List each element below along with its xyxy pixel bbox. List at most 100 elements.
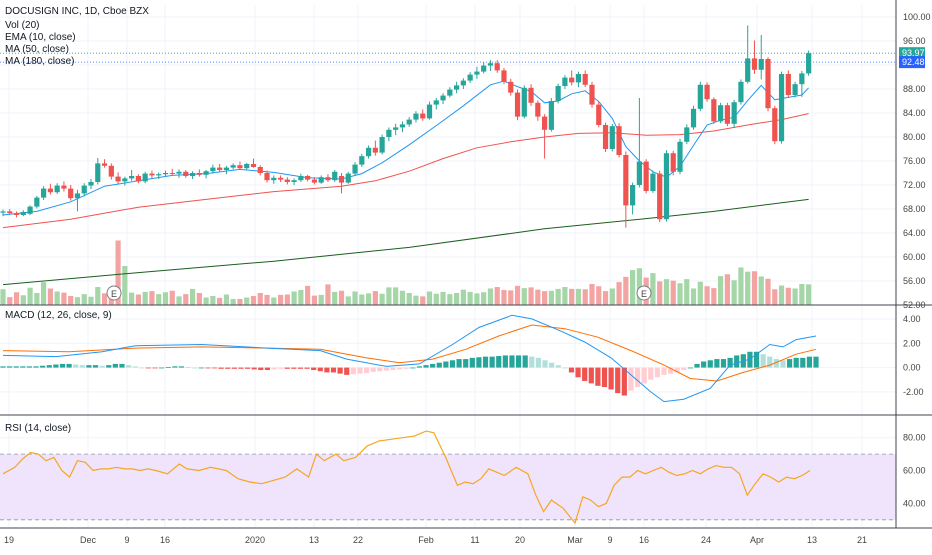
earnings-marker[interactable]: E (106, 285, 122, 301)
volume-bar (569, 288, 575, 305)
macd-histogram-bar (463, 359, 469, 368)
y-tick-label: 88.00 (903, 84, 926, 94)
volume-bar (778, 285, 785, 305)
candle-body (677, 141, 683, 172)
x-tick-label: 22 (353, 535, 363, 545)
candle (758, 35, 764, 80)
volume-bar (528, 287, 534, 305)
volume-bar (792, 288, 798, 305)
volume-bar (277, 294, 284, 305)
volume-bar (745, 271, 751, 305)
candle (135, 174, 141, 184)
candle (562, 75, 568, 89)
candle-body (365, 147, 372, 157)
candle (359, 153, 365, 167)
volume-bar (352, 291, 358, 305)
candle-body (47, 188, 53, 193)
candle (13, 211, 20, 218)
volume-bar (176, 296, 182, 305)
macd-histogram-bar (701, 361, 707, 368)
candle (806, 50, 812, 76)
y-tick-label: 2.00 (903, 338, 921, 348)
candle-body (481, 65, 487, 72)
ema10-line (2, 80, 809, 216)
volume-bar (663, 279, 670, 305)
macd-histogram-bar (218, 367, 224, 369)
volume-bar (548, 290, 554, 305)
candles[interactable] (0, 25, 812, 228)
candle-body (372, 147, 378, 153)
macd-histogram-bar (13, 366, 19, 368)
macd-histogram-bar (271, 367, 277, 370)
candle (453, 81, 460, 94)
macd-histogram-bar (654, 367, 660, 378)
volume-bar (453, 293, 460, 305)
candle-body (250, 164, 257, 167)
candle (183, 170, 189, 178)
macd-histogram-bar (786, 359, 793, 368)
candle-body (406, 119, 412, 125)
candle-body (54, 185, 60, 193)
earnings-marker[interactable]: E (636, 285, 652, 301)
candle (217, 164, 223, 172)
volume-bar (7, 297, 13, 305)
x-tick-label: 13 (309, 535, 319, 545)
candle (223, 165, 230, 175)
rsi-panel (2, 430, 811, 525)
candle (481, 62, 487, 74)
macd-histogram-bar (278, 367, 284, 369)
candle (569, 70, 575, 86)
candle-body (223, 167, 230, 170)
volume-bar (149, 291, 155, 305)
candle-body (521, 87, 527, 117)
candle-body (806, 53, 812, 74)
candle (264, 170, 270, 183)
svg-text:E: E (641, 289, 647, 299)
candle (108, 163, 114, 180)
candle (41, 186, 47, 200)
volume-bar (542, 291, 548, 305)
macd-histogram-bar (139, 367, 145, 369)
volume-bar (47, 288, 53, 305)
volume-bar (467, 291, 473, 305)
y-tick-label: 80.00 (903, 132, 926, 142)
candle (623, 151, 629, 228)
volume-bar (244, 297, 250, 305)
macd-histogram-bar (760, 354, 766, 368)
candle-body (636, 161, 642, 185)
candle-body (196, 173, 202, 175)
chart-title: DOCUSIGN INC, 1D, Cboe BZX (5, 6, 149, 17)
volume-bar (474, 293, 480, 305)
macd-histogram-bar (668, 367, 674, 374)
candle (745, 25, 751, 84)
volume-bar (494, 287, 500, 305)
macd-histogram-bar (621, 367, 627, 396)
candle-body (108, 165, 114, 177)
volume-bar (420, 296, 426, 305)
candle-body (101, 163, 108, 166)
candle (230, 163, 236, 170)
volume-bar (758, 276, 764, 305)
macd-histogram-bar (502, 355, 508, 368)
macd-histogram-bar (357, 367, 363, 374)
rsi-band-fill (0, 454, 896, 520)
candle-body (575, 74, 582, 83)
candle (690, 105, 697, 130)
x-tick-label: 2020 (245, 535, 265, 545)
candle-body (623, 155, 629, 206)
volume-bar (325, 284, 331, 305)
candle-body (630, 185, 636, 206)
volume-bar (210, 296, 216, 305)
legend-ma50: MA (50, close) (5, 44, 69, 55)
macd-histogram-bar (568, 367, 575, 373)
volume-bar (799, 284, 805, 305)
macd-histogram-bar (46, 365, 52, 368)
macd-histogram-bar (304, 367, 310, 369)
macd-signal-line (2, 324, 817, 382)
macd-histogram-bar (225, 367, 231, 369)
candle (271, 175, 277, 184)
svg-text:E: E (111, 289, 117, 299)
macd-histogram-bar (73, 364, 79, 368)
candle-body (657, 173, 663, 220)
y-tick-label: 60.00 (903, 252, 926, 262)
